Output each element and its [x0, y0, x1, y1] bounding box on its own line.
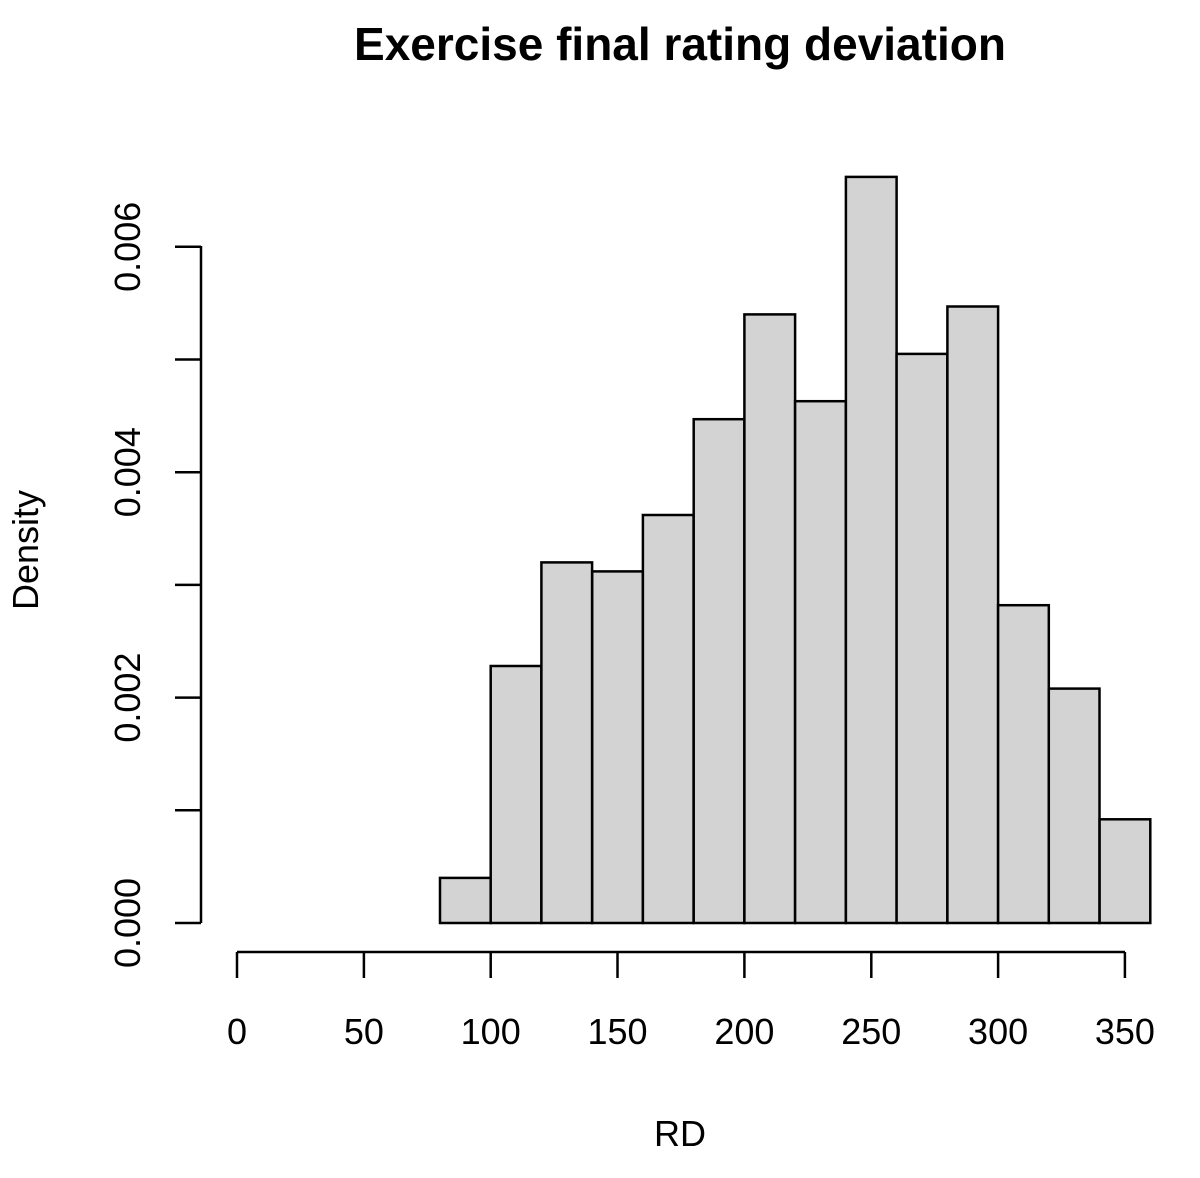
x-axis-label: RD [654, 1113, 706, 1154]
histogram-bar [489, 664, 543, 925]
histogram-bar [1047, 687, 1101, 925]
x-tick-label: 150 [587, 1011, 647, 1052]
histogram-bar [844, 175, 898, 925]
histogram-bar [793, 399, 848, 925]
bars-group [438, 175, 1152, 925]
histogram-bar [996, 603, 1051, 925]
x-tick-label: 350 [1095, 1011, 1155, 1052]
x-tick-label: 250 [841, 1011, 901, 1052]
x-tick-label: 300 [968, 1011, 1028, 1052]
histogram-bar [641, 513, 695, 925]
y-tick-label: 0.006 [107, 202, 148, 292]
y-tick-label: 0.000 [107, 878, 148, 968]
y-tick-label: 0.002 [107, 653, 148, 743]
histogram-bar [540, 561, 594, 925]
y-axis-label: Density [5, 490, 46, 610]
x-tick-label: 100 [461, 1011, 521, 1052]
histogram-bar [438, 876, 492, 925]
x-tick-label: 0 [227, 1011, 247, 1052]
histogram-bar [946, 305, 1000, 925]
histogram-bar [692, 417, 746, 925]
y-axis-ticks: 0.000 0.002 0.004 0.006 [107, 202, 201, 968]
chart-title: Exercise final rating deviation [354, 18, 1006, 70]
y-tick-label: 0.004 [107, 427, 148, 517]
histogram-bar [1098, 818, 1152, 925]
x-axis-ticks: 0 50 100 150 200 250 300 350 [227, 952, 1155, 1052]
histogram-bar [743, 313, 797, 925]
histogram-bar [895, 352, 949, 925]
x-tick-label: 50 [344, 1011, 384, 1052]
x-tick-label: 200 [714, 1011, 774, 1052]
histogram-bar [590, 570, 645, 925]
